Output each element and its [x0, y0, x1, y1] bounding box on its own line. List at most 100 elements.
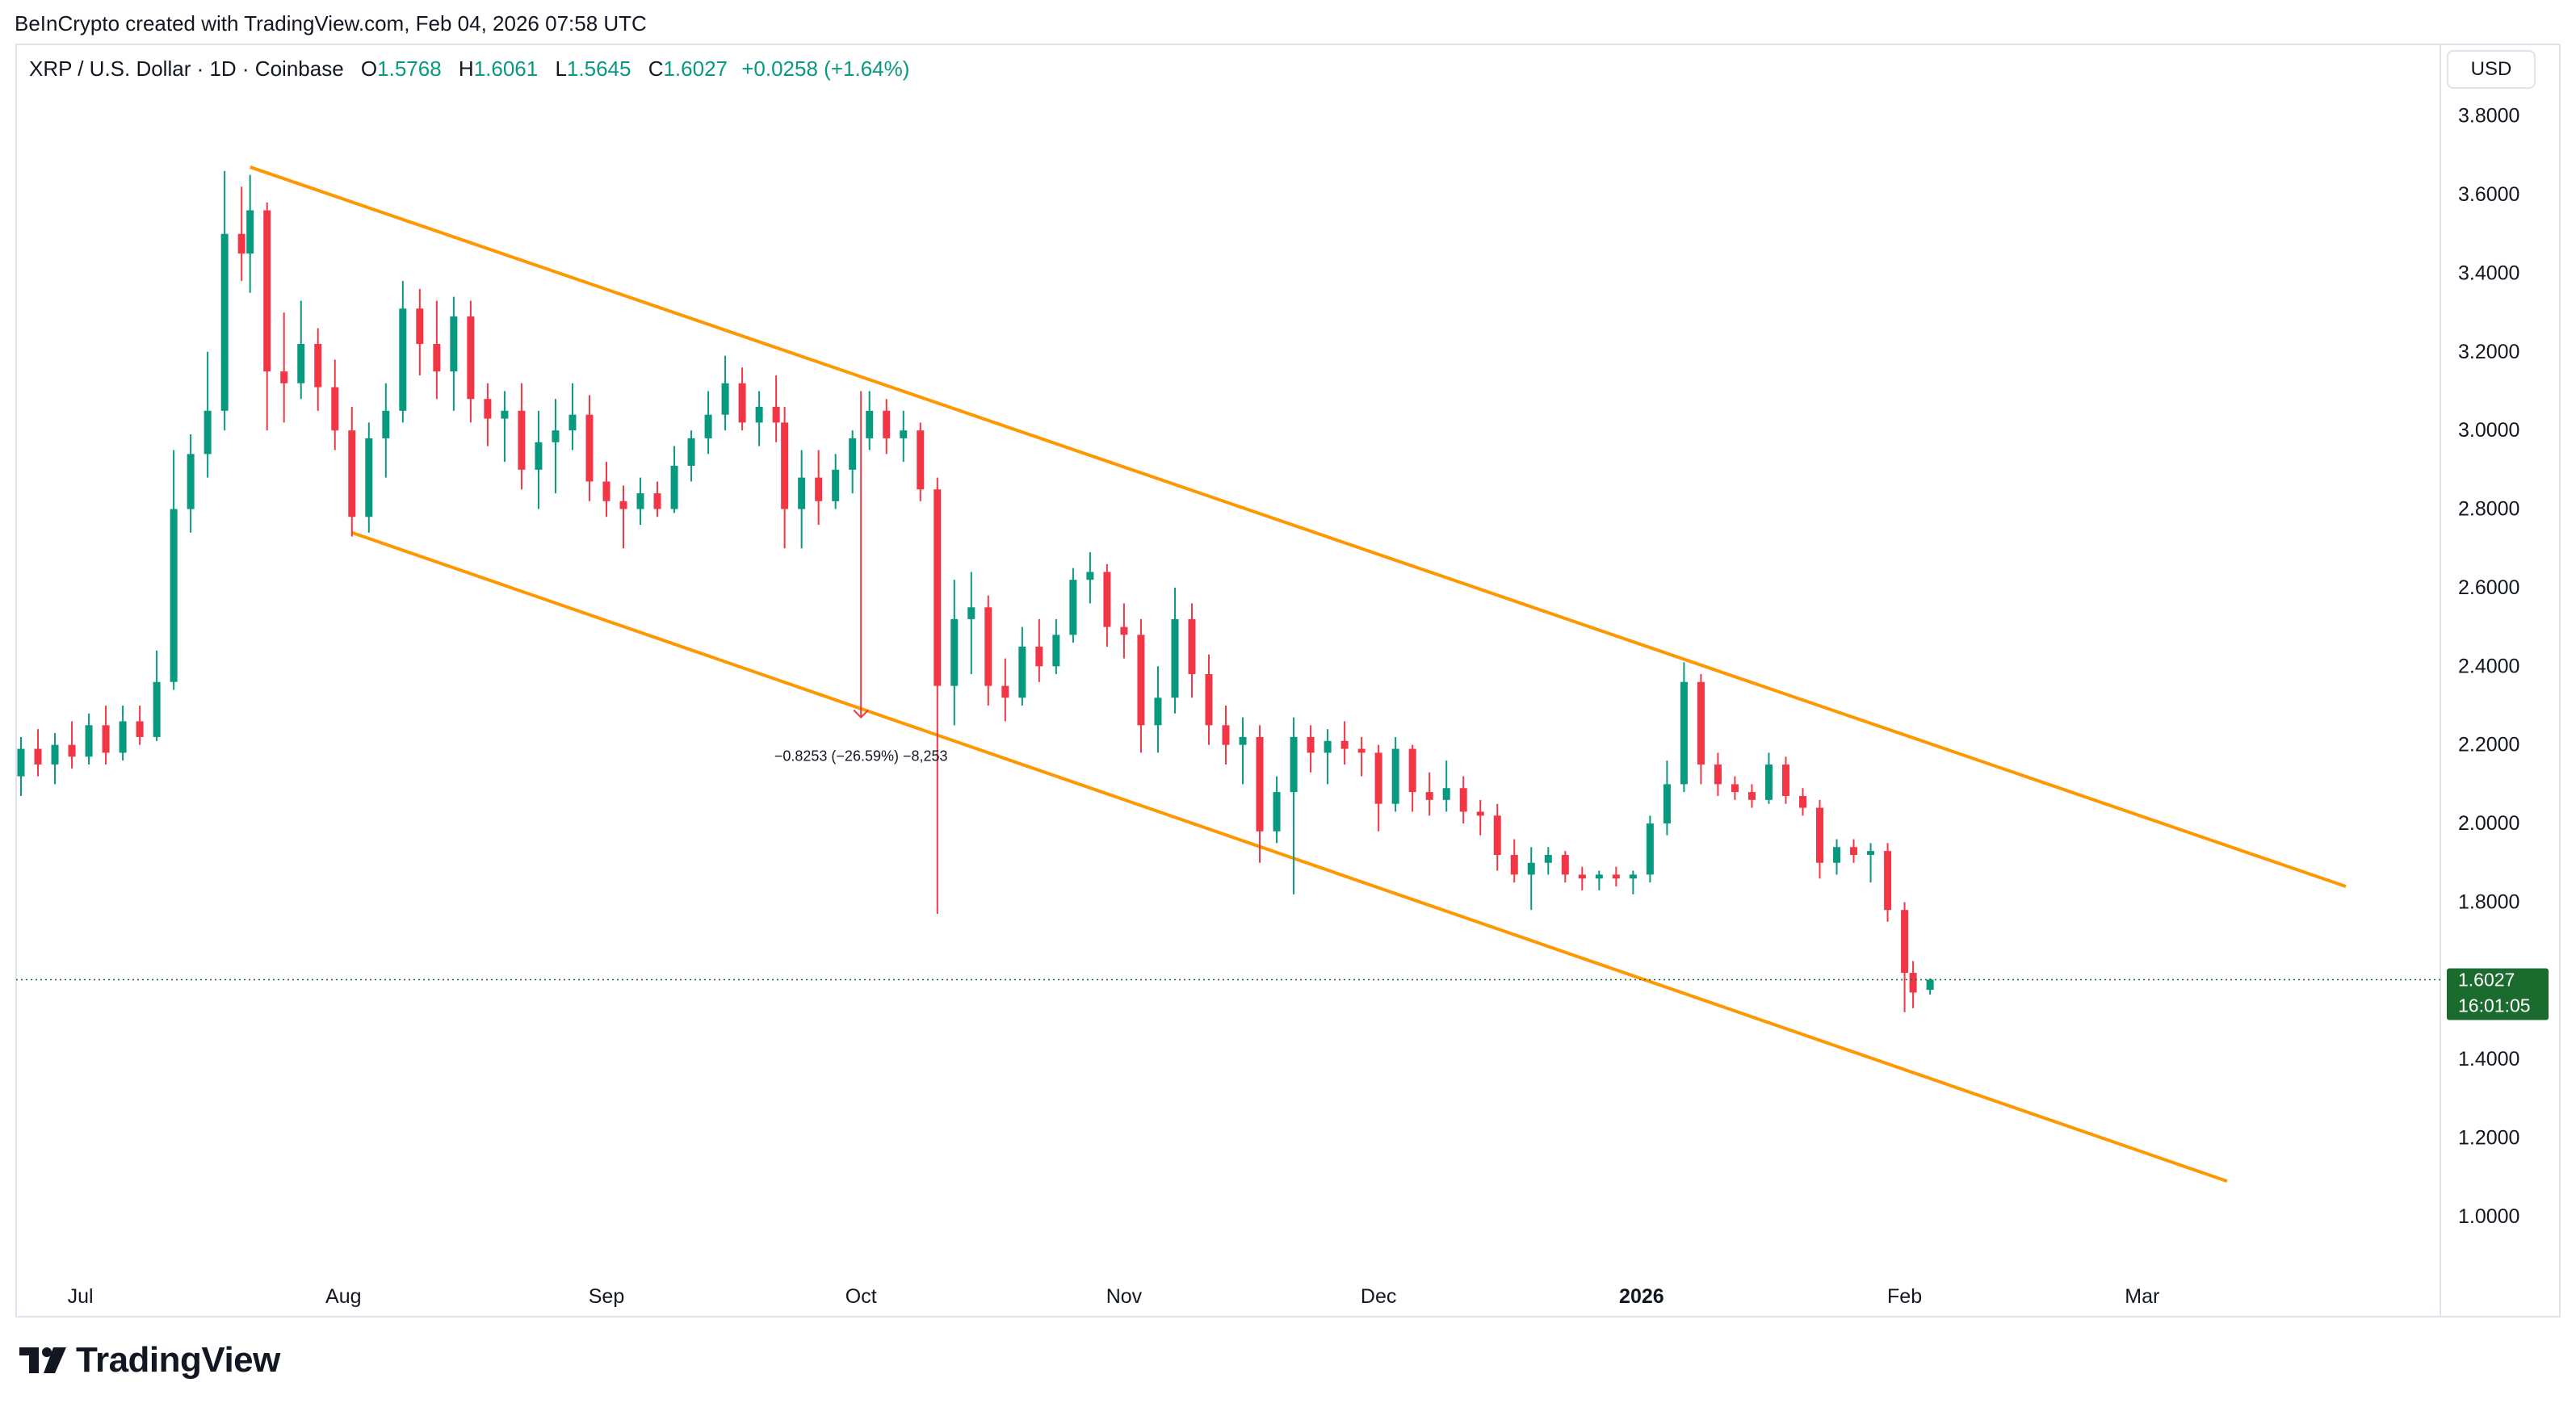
candle-body	[518, 410, 526, 470]
candle	[1510, 839, 1518, 883]
high-value: 1.6061	[473, 57, 539, 81]
candle	[433, 300, 441, 400]
candle-body	[687, 438, 695, 466]
candle-body	[416, 308, 424, 345]
candle-body	[1018, 646, 1026, 698]
candle-body	[348, 430, 356, 517]
candle-body	[1646, 823, 1654, 875]
y-tick-label: 2.6000	[2458, 576, 2519, 599]
candle-body	[984, 607, 992, 686]
candle	[484, 383, 492, 446]
candle-body	[1884, 851, 1892, 911]
candle-body	[220, 233, 229, 411]
candle-body	[1527, 862, 1535, 875]
candle-body	[950, 618, 959, 686]
candle-body	[1120, 626, 1128, 635]
y-tick-label: 3.0000	[2458, 419, 2519, 442]
candles	[17, 170, 1934, 1012]
candle-body	[1764, 765, 1773, 800]
candle-body	[484, 399, 492, 419]
candle	[866, 391, 874, 450]
candle-body	[1188, 618, 1196, 675]
price-tag-price: 1.6027	[2458, 970, 2515, 991]
x-tick-label: Aug	[325, 1285, 361, 1308]
candle-body	[450, 316, 458, 372]
candle-body	[602, 481, 610, 501]
candle	[1307, 725, 1315, 773]
candle	[501, 391, 509, 463]
y-tick-label: 1.4000	[2458, 1048, 2519, 1070]
candle-body	[1747, 792, 1756, 800]
candle	[1018, 626, 1026, 706]
candle	[1391, 736, 1399, 812]
candle	[1544, 847, 1552, 875]
candle-body	[1578, 874, 1586, 879]
candle-body	[187, 454, 195, 509]
candle	[246, 174, 254, 293]
candle	[738, 367, 746, 431]
candle-body	[85, 725, 93, 757]
candle	[687, 430, 695, 482]
candle	[585, 395, 594, 501]
y-tick-label: 2.2000	[2458, 734, 2519, 756]
candle-body	[153, 681, 161, 737]
tradingview-logo[interactable]: TradingView	[18, 1340, 280, 1380]
x-tick-label: Jul	[68, 1285, 94, 1308]
candle	[1052, 618, 1060, 675]
currency-button[interactable]: USD	[2447, 50, 2536, 89]
candle	[1222, 705, 1230, 765]
candle-body	[585, 414, 594, 482]
candle	[1357, 736, 1366, 777]
candle-body	[917, 430, 925, 490]
candle-body	[535, 442, 543, 470]
y-tick-label: 3.6000	[2458, 183, 2519, 206]
candle	[17, 736, 25, 796]
candle-body	[1816, 807, 1824, 863]
candle	[331, 359, 339, 450]
candle	[263, 202, 271, 431]
chart-frame[interactable]	[15, 44, 2561, 1318]
candle-body	[798, 477, 806, 509]
candle	[1493, 803, 1501, 871]
candle-body	[781, 422, 789, 509]
y-tick-label: 2.4000	[2458, 655, 2519, 677]
candle	[1188, 603, 1196, 698]
candle-body	[1052, 635, 1060, 667]
y-axis[interactable]: 1.00001.20001.40001.60001.80002.00002.20…	[2458, 105, 2519, 1228]
candle	[203, 351, 212, 478]
candle-body	[501, 410, 509, 419]
candle	[1256, 725, 1264, 863]
measure-tool[interactable]	[853, 391, 869, 719]
candle-body	[1833, 847, 1841, 863]
candle	[1909, 961, 1917, 1008]
y-tick-label: 1.0000	[2458, 1205, 2519, 1228]
candle-body	[738, 383, 746, 423]
candle	[1442, 760, 1450, 812]
candle-body	[433, 344, 441, 372]
candle	[1867, 843, 1875, 883]
candle	[883, 399, 891, 455]
candle-body	[119, 721, 127, 753]
symbol-title[interactable]: XRP / U.S. Dollar · 1D · Coinbase	[29, 57, 344, 81]
channel-lines[interactable]	[250, 165, 2347, 1183]
candle	[670, 446, 678, 513]
lower-channel-line[interactable]	[351, 530, 2228, 1183]
candle	[984, 595, 992, 706]
candle-body	[1442, 788, 1450, 800]
low-value: 1.5645	[566, 57, 631, 81]
price-tag-countdown: 16:01:05	[2458, 995, 2531, 1016]
candle	[136, 705, 144, 745]
candle-body	[1926, 979, 1934, 991]
candle	[1103, 563, 1111, 647]
upper-channel-line[interactable]	[250, 165, 2347, 888]
candle-body	[1781, 765, 1789, 796]
x-axis[interactable]: Jul Aug Sep Oct Nov Dec 2026 Feb Mar	[68, 1285, 2160, 1308]
candle	[1714, 752, 1722, 796]
measure-arrow	[853, 709, 869, 719]
candle	[450, 296, 458, 411]
candle-body	[1357, 748, 1366, 753]
tradingview-logo-icon	[19, 1347, 66, 1373]
candle	[568, 383, 577, 450]
candle	[1595, 870, 1603, 890]
